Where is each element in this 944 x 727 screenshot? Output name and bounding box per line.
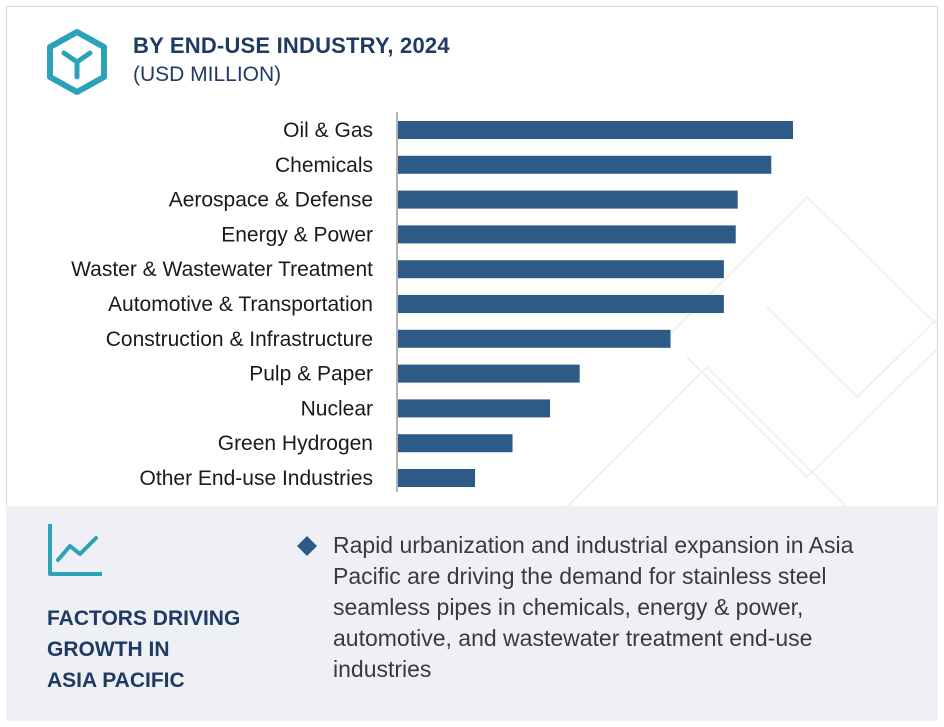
bar [398, 155, 772, 174]
category-label: Chemicals [275, 154, 373, 177]
bar [398, 364, 580, 383]
bar [398, 329, 671, 348]
footer-panel [6, 506, 938, 721]
bar [398, 190, 738, 209]
bar [398, 295, 724, 313]
category-label: Automotive & Transportation [108, 293, 373, 316]
category-label: Nuclear [301, 397, 373, 420]
background-decoration [566, 195, 937, 508]
factors-heading-line: GROWTH IN [47, 638, 170, 661]
category-label: Other End-use Industries [140, 467, 373, 490]
category-label: Green Hydrogen [218, 432, 373, 455]
factors-heading-line: FACTORS DRIVING [47, 607, 241, 630]
category-label: Construction & Infrastructure [106, 328, 373, 351]
factors-heading-line: ASIA PACIFIC [47, 669, 185, 692]
category-label: Energy & Power [221, 223, 373, 246]
trend-chart-icon [48, 524, 102, 576]
cube-icon [47, 29, 107, 95]
bar [398, 469, 476, 487]
chart-title: BY END-USE INDUSTRY, 2024 [133, 33, 450, 58]
bar-chart: Oil & Gas Chemicals Aerospace & Defense Ene… [71, 112, 793, 492]
factors-heading: FACTORS DRIVING GROWTH IN ASIA PACIFIC [47, 603, 287, 696]
category-label: Pulp & Paper [249, 363, 373, 386]
bar [398, 260, 724, 279]
bar [398, 434, 513, 453]
bar [398, 225, 736, 244]
category-label: Aerospace & Defense [169, 189, 373, 212]
diamond-bullet-icon [297, 536, 317, 556]
category-label: Oil & Gas [283, 119, 373, 142]
bar [398, 121, 793, 139]
category-label: Waster & Wastewater Treatment [71, 258, 373, 281]
growth-factor-text: Rapid urbanization and industrial expans… [333, 532, 854, 682]
chart-subtitle: (USD MILLION) [133, 63, 282, 86]
bar [398, 399, 551, 418]
